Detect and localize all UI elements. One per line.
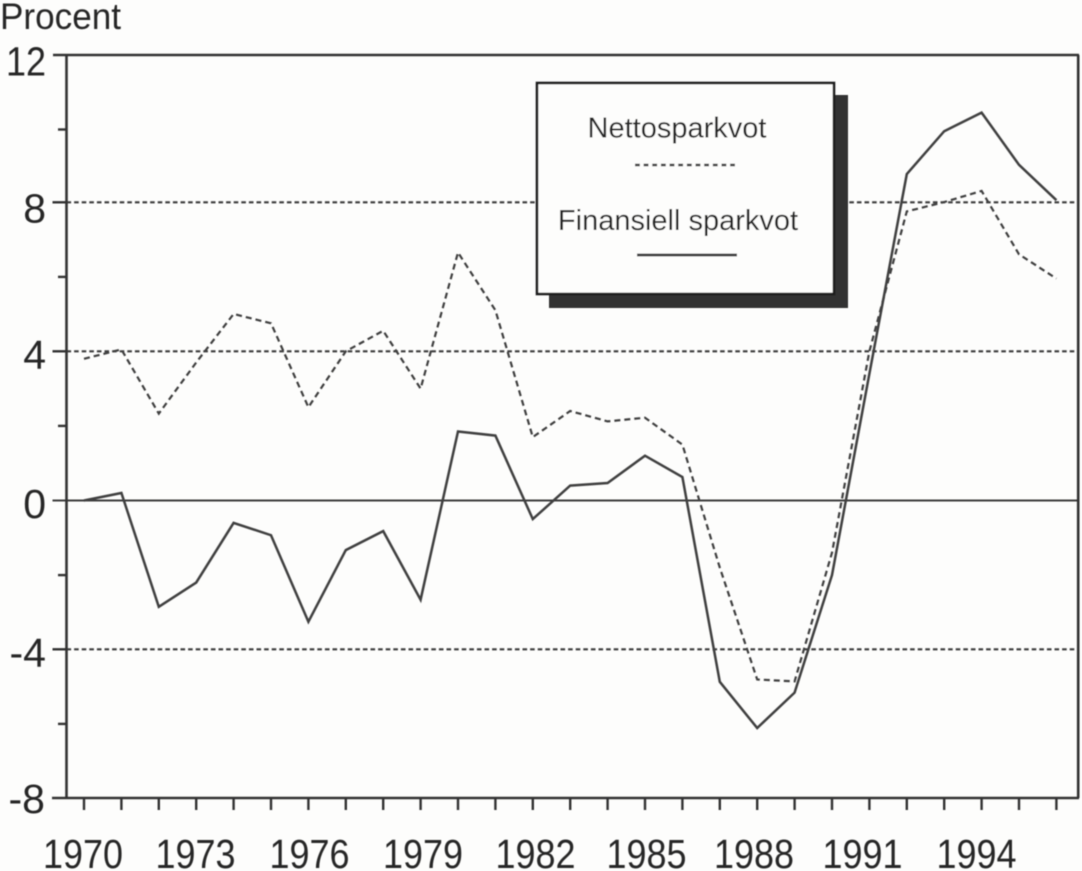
svg-text:1991: 1991 (823, 831, 903, 871)
svg-text:Procent: Procent (0, 0, 122, 37)
svg-text:0: 0 (23, 481, 46, 527)
svg-text:Nettosparkvot: Nettosparkvot (588, 113, 767, 145)
svg-text:1976: 1976 (270, 831, 350, 871)
svg-text:1985: 1985 (607, 831, 687, 871)
svg-text:1979: 1979 (383, 831, 463, 871)
svg-text:Finansiell sparkvot: Finansiell sparkvot (558, 205, 798, 237)
svg-text:4: 4 (23, 332, 46, 378)
svg-text:1970: 1970 (43, 831, 123, 871)
svg-text:1982: 1982 (496, 831, 576, 871)
svg-text:12: 12 (6, 39, 46, 85)
svg-text:-4: -4 (10, 630, 46, 676)
svg-text:1973: 1973 (156, 831, 236, 871)
svg-text:1994: 1994 (937, 831, 1017, 871)
svg-text:8: 8 (23, 186, 46, 232)
svg-text:1988: 1988 (714, 831, 794, 871)
svg-text:-8: -8 (9, 776, 45, 822)
